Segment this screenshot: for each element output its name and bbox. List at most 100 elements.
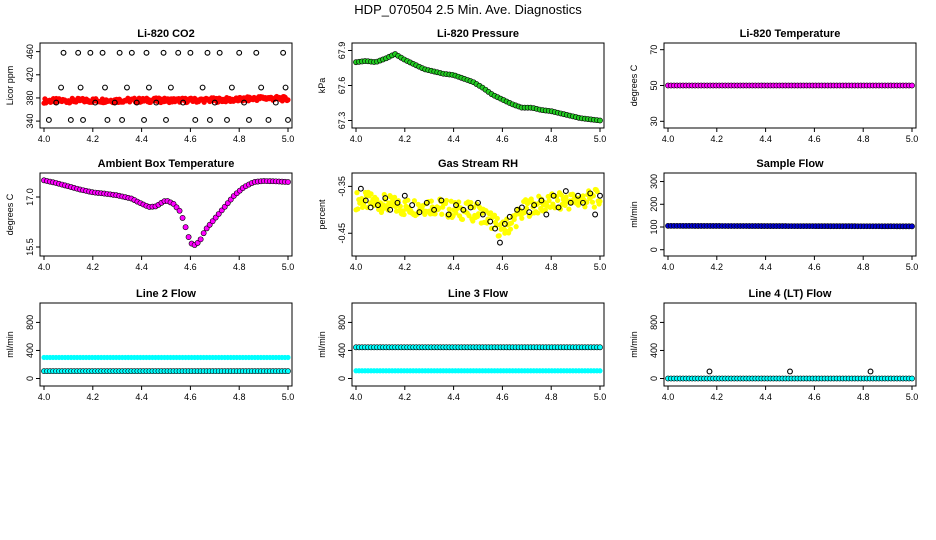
data-point [116, 49, 123, 56]
data-point [543, 211, 550, 218]
data-point [467, 204, 474, 211]
x-tick-label: 4.8 [857, 262, 870, 272]
x-tick-label: 4.8 [545, 262, 558, 272]
data-point [411, 198, 418, 204]
data-point [597, 368, 603, 374]
data-point [375, 202, 381, 209]
data-point [443, 197, 450, 204]
x-tick-label: 4.6 [808, 262, 821, 272]
data-point [485, 216, 491, 222]
y-axis-label: ml/min [5, 331, 15, 358]
plot-area [353, 185, 603, 246]
data-point [453, 210, 459, 216]
y-tick-label: 400 [649, 343, 659, 358]
data-point [387, 206, 394, 213]
data-point [362, 197, 369, 204]
x-tick-label: 4.4 [447, 134, 460, 144]
data-point [496, 233, 502, 239]
data-point [589, 199, 596, 205]
data-point [265, 116, 272, 123]
y-tick-label: 800 [649, 315, 659, 330]
data-point [492, 225, 499, 232]
data-point [542, 207, 548, 213]
y-axis-label: percent [317, 199, 327, 230]
x-tick-label: 4.0 [38, 262, 51, 272]
data-point [416, 209, 423, 216]
panel-title: Gas Stream RH [438, 158, 518, 170]
x-tick-label: 4.6 [184, 392, 197, 402]
data-point [80, 116, 86, 123]
data-point [479, 211, 486, 218]
panel-title: Sample Flow [756, 158, 824, 170]
plot-area [41, 177, 291, 248]
y-tick-label: 0 [337, 376, 347, 381]
chart-panel: Ambient Box Temperature 4.0 4.2 4.4 4.6 4.8 5.… [5, 158, 294, 272]
data-point [460, 206, 467, 213]
x-tick-label: 4.6 [808, 134, 821, 144]
panel-title: Line 4 (LT) Flow [749, 288, 832, 300]
data-point [160, 49, 167, 56]
x-tick-label: 4.8 [545, 392, 558, 402]
panel-title: Line 3 Flow [448, 288, 508, 300]
data-point [567, 199, 574, 206]
data-point [241, 99, 248, 106]
data-point [439, 211, 445, 217]
x-tick-label: 4.2 [87, 262, 100, 272]
x-tick-label: 4.4 [759, 134, 772, 144]
data-point [497, 239, 503, 246]
y-axis-label: ml/min [629, 201, 639, 228]
data-point [409, 202, 416, 209]
data-point [77, 84, 84, 91]
data-point [236, 49, 243, 56]
data-point [431, 206, 438, 213]
y-tick-label: 200 [649, 197, 659, 212]
data-point [111, 99, 118, 106]
figure-title: HDP_070504 2.5 Min. Ave. Diagnostics [354, 2, 582, 17]
data-point [357, 185, 364, 192]
plot-area [41, 49, 291, 123]
x-tick-label: 4.4 [759, 262, 772, 272]
data-point [204, 49, 211, 56]
x-tick-label: 4.6 [808, 392, 821, 402]
x-tick-label: 5.0 [282, 262, 295, 272]
plot-area [665, 222, 915, 230]
data-point [75, 49, 82, 56]
data-point [58, 84, 65, 91]
y-tick-label: 400 [25, 343, 35, 358]
data-point [591, 204, 597, 210]
data-point [555, 197, 561, 204]
y-tick-label: 0 [25, 376, 35, 381]
data-point [224, 116, 230, 123]
data-point [563, 194, 569, 200]
chart-panel: Gas Stream RH 4.0 4.2 4.4 4.6 4.8 5.0 -0.45 -0.3… [317, 158, 606, 272]
y-tick-label: 300 [649, 174, 659, 189]
data-point [382, 196, 388, 203]
data-point [594, 188, 600, 195]
data-point [401, 211, 407, 218]
y-tick-label: 67.9 [337, 42, 347, 60]
chart-panel: Line 2 Flow 4.0 4.2 4.4 4.6 4.8 5.0 0 400 800 ml/m… [5, 288, 294, 402]
x-tick-label: 4.4 [447, 262, 460, 272]
data-point [428, 198, 434, 204]
data-point [187, 49, 194, 56]
x-tick-label: 4.2 [711, 392, 724, 402]
y-tick-label: 340 [25, 114, 35, 129]
x-tick-label: 4.0 [662, 262, 675, 272]
data-point [367, 204, 374, 211]
data-point [145, 84, 152, 91]
data-point [228, 84, 235, 91]
data-point [597, 344, 603, 351]
plot-area [665, 368, 915, 382]
data-point [555, 204, 562, 211]
x-tick-label: 4.4 [447, 392, 460, 402]
chart-panels: Li-820 CO2 4.0 4.2 4.4 4.6 4.8 5.0 340 380 420 460… [5, 28, 918, 402]
data-point [580, 193, 586, 199]
y-tick-label: 15.5 [25, 238, 35, 256]
x-tick-label: 5.0 [906, 392, 919, 402]
data-point [141, 116, 147, 123]
plot-area [353, 51, 603, 124]
data-point [199, 84, 206, 91]
x-tick-label: 4.2 [711, 134, 724, 144]
x-tick-label: 4.2 [399, 392, 412, 402]
